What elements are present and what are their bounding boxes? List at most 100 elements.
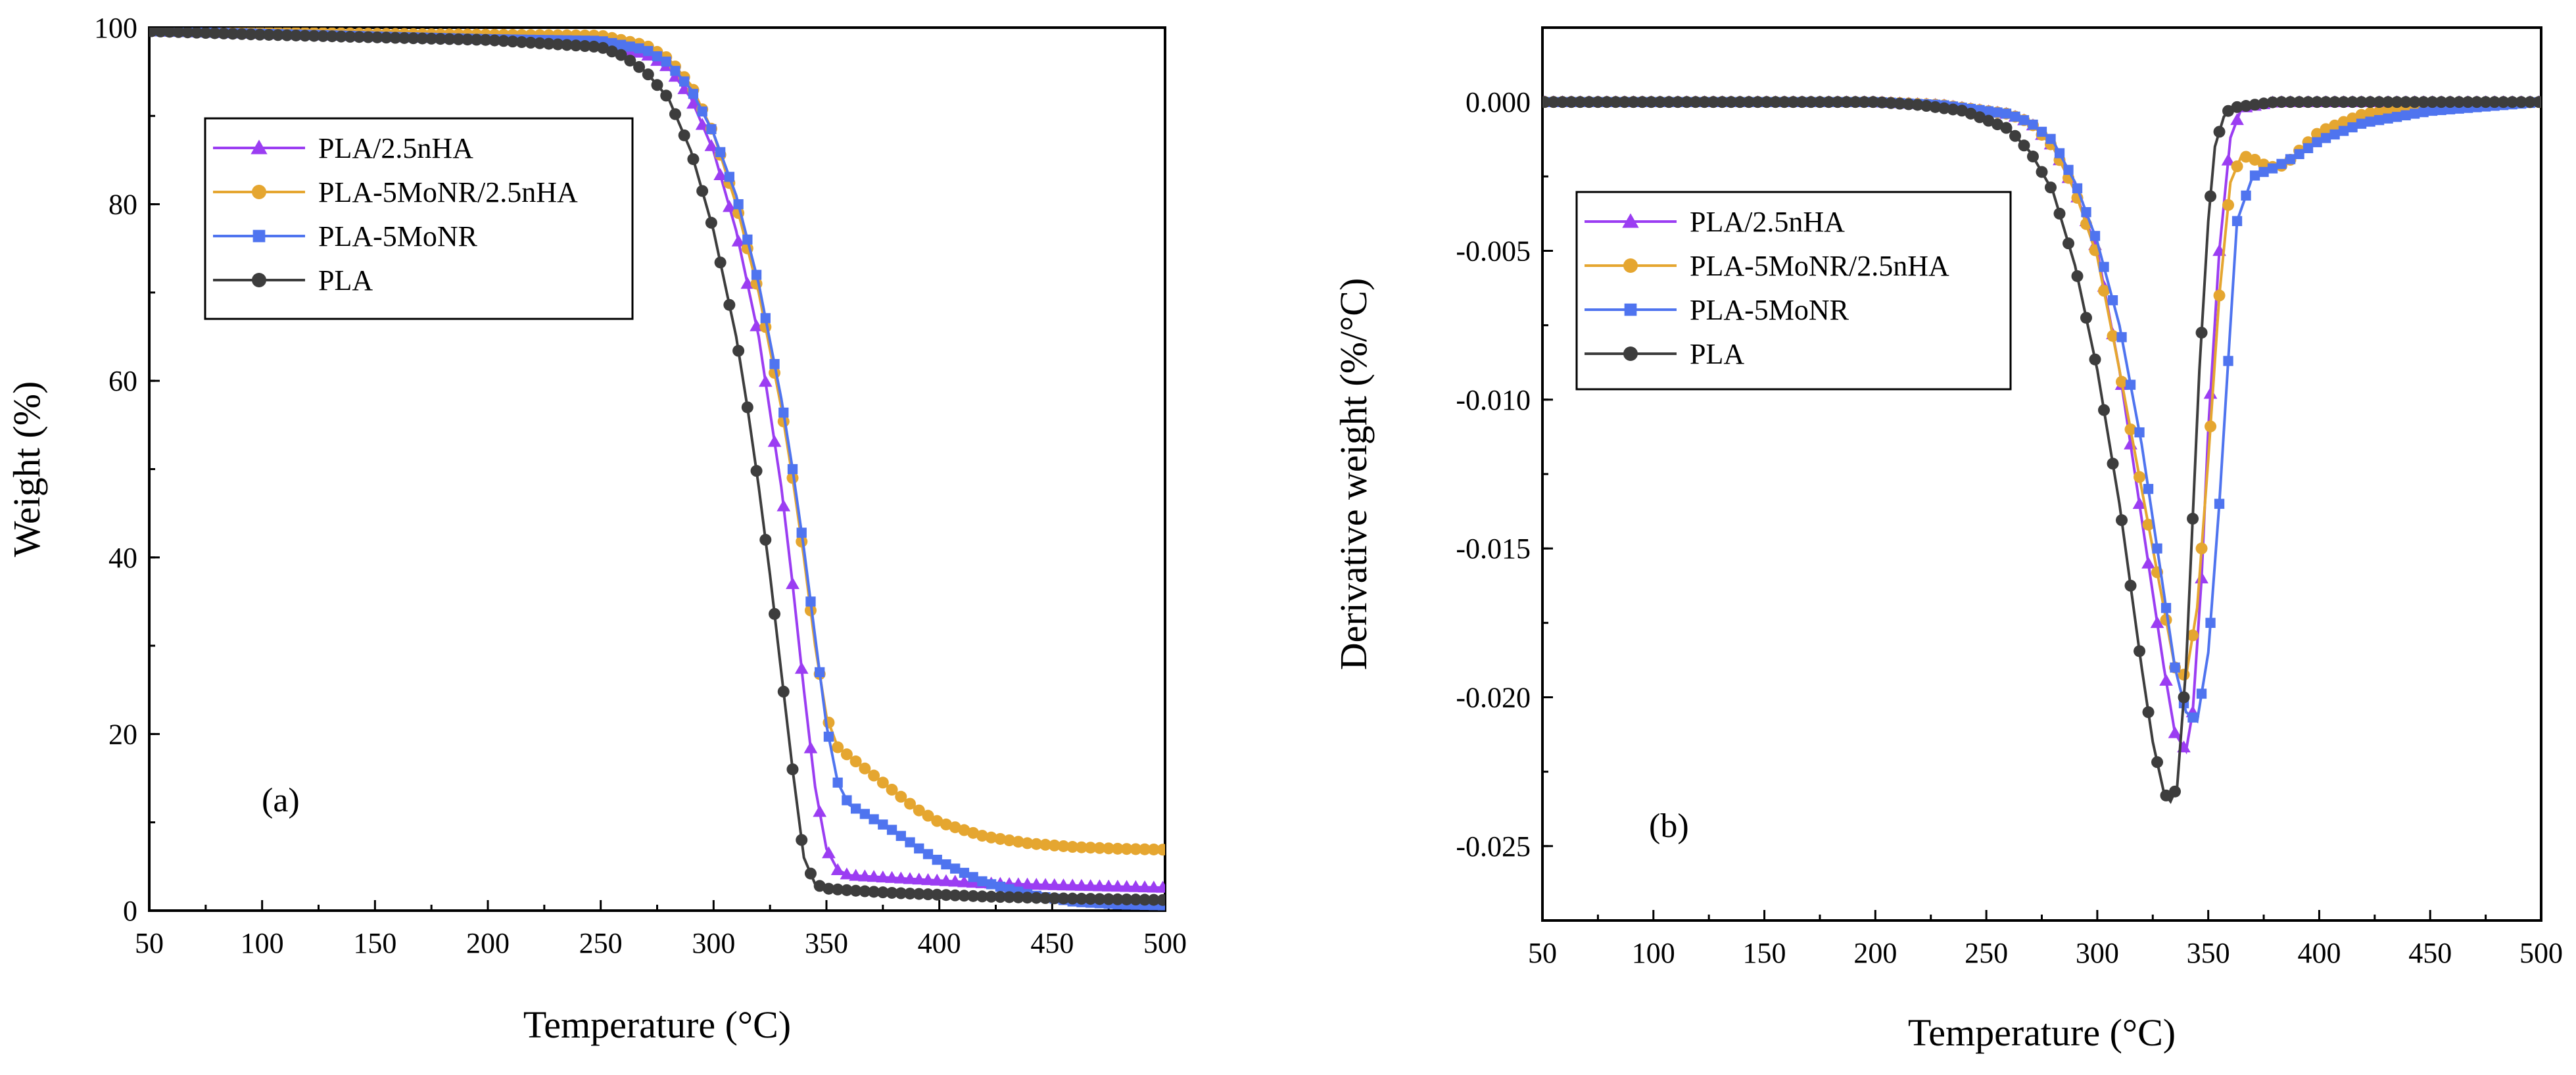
data-point [715,147,726,158]
legend-marker [250,139,268,155]
data-point [2329,119,2341,131]
data-point [2222,199,2235,211]
data-point [758,375,773,387]
data-point [830,863,845,875]
data-point [1663,96,1675,108]
data-point [172,28,185,38]
data-point [904,798,917,810]
chart-panel-a: 50 100 150 200 250 300 350 400 450 500 0 20 40 60 80 10… [5,12,1187,1046]
data-point [2391,112,2402,122]
data-point [2241,190,2251,201]
data-point [1021,892,1034,904]
data-point [869,814,879,824]
y-tick-label: -0.020 [1456,682,1531,714]
data-point [479,34,492,46]
data-point [2320,96,2332,108]
data-point [245,28,257,41]
x-tick-label: 500 [1143,927,1187,959]
data-point [1029,878,1043,890]
data-point [2045,133,2056,144]
data-point [2453,96,2466,108]
x-tick-label: 450 [2408,937,2452,969]
data-point [2258,97,2270,110]
data-point [704,139,719,151]
data-point [2151,756,2164,769]
data-point [1600,96,1613,108]
data-point [760,313,771,323]
data-point [615,39,627,50]
x-tick-label: 300 [692,927,735,959]
data-point [181,28,194,39]
data-point [2373,106,2385,118]
data-point [1057,878,1070,891]
y-tick-label: 80 [108,189,137,221]
data-point [886,824,897,835]
x-tick-label: 50 [135,927,164,959]
data-point [2054,148,2065,158]
data-point [525,36,537,49]
data-point [1592,96,1604,108]
data-point [724,172,735,182]
data-point [2435,96,2448,108]
data-point [398,32,410,44]
data-point [434,33,446,45]
data-point [542,37,555,50]
data-point [1645,96,1658,108]
data-point [2365,116,2375,127]
data-point [1012,891,1024,903]
data-point [1547,96,1560,108]
data-point [2098,404,2111,416]
data-point [723,200,736,212]
data-point [1911,99,1924,111]
data-point [2355,96,2368,108]
data-point [2329,129,2340,140]
data-point [922,888,934,901]
data-point [2515,96,2527,108]
data-point [1831,96,1844,108]
data-point [452,33,465,45]
data-point [1030,838,1043,850]
data-point [2436,105,2446,116]
data-point [561,39,573,51]
legend-label: PLA/2.5nHA [1690,206,1845,238]
data-point [1565,96,1577,108]
data-point [2356,118,2367,129]
data-point [606,45,618,58]
data-point [931,888,943,901]
data-point [2497,96,2510,108]
data-point [1734,96,1746,108]
legend-item: PLA-5MoNR [213,220,478,252]
data-point [1101,879,1116,892]
data-point [1147,894,1160,906]
data-point [669,108,681,120]
data-point [796,527,807,538]
legend-box [1575,191,2012,391]
data-point [407,32,419,45]
data-point [985,831,997,844]
data-point [940,818,952,830]
data-point [1147,843,1160,855]
data-point [2373,96,2385,108]
data-point [625,41,635,52]
data-point [1823,96,1835,108]
data-point [326,30,339,43]
series-pla [149,28,1165,906]
data-point [786,577,799,589]
data-point [787,464,798,475]
data-point [272,29,284,41]
data-point [912,872,926,885]
data-point [813,880,826,892]
data-point [1955,105,1968,117]
data-point [2373,114,2385,126]
data-point [2337,116,2350,128]
data-point [1778,96,1790,108]
data-point [913,804,925,817]
data-point [2089,353,2101,366]
data-point [1038,878,1053,890]
data-point [2063,164,2074,176]
data-point [786,763,799,776]
data-point [859,809,871,819]
data-point [2063,237,2075,250]
data-point [886,784,898,796]
data-point [759,533,772,546]
